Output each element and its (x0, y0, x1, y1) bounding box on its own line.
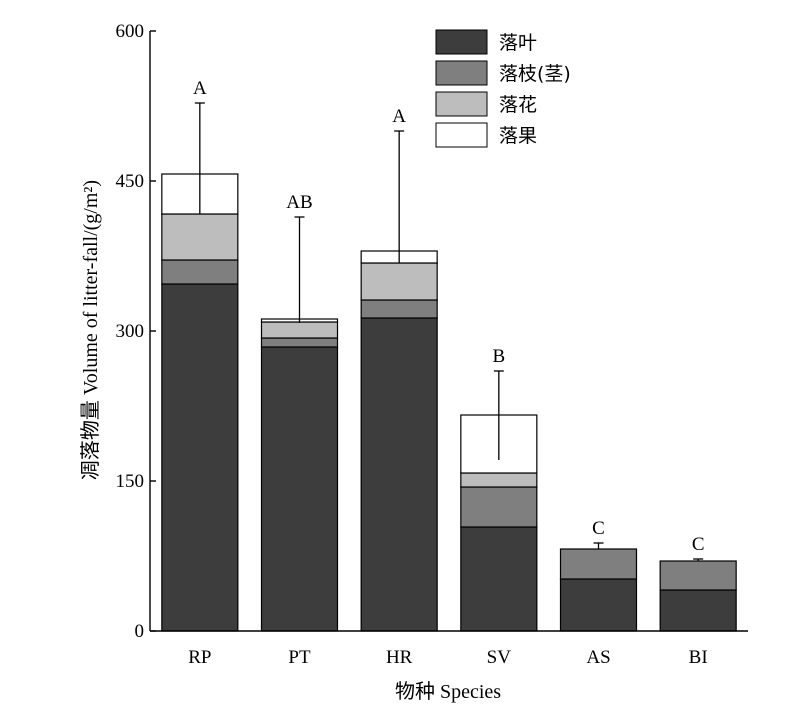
bar-segment-pt-0 (260, 346, 339, 632)
y-tick-label-300: 300 (116, 321, 145, 342)
bar-segment-hr-2 (360, 262, 438, 301)
bar-segment-sv-0 (460, 526, 538, 632)
bar-segment-rp-0 (161, 283, 239, 632)
legend-label-1: 落枝(茎) (499, 63, 571, 85)
y-axis-title: 凋落物量 Volume of litter-fall/(g/m²) (79, 180, 102, 480)
y-tick-label-150: 150 (116, 471, 145, 492)
y-tick-label-450: 450 (116, 171, 145, 192)
bar-segment-as-1 (559, 548, 638, 580)
significance-label-rp: A (193, 78, 207, 99)
x-tick-label-rp: RP (188, 647, 211, 668)
significance-label-pt: AB (286, 192, 312, 213)
significance-label-bi: C (692, 534, 705, 555)
bar-segment-bi-0 (659, 589, 737, 632)
x-tick-label-bi: BI (689, 647, 708, 668)
bar-segment-bi-1 (659, 560, 737, 591)
bar-segment-sv-1 (460, 486, 538, 528)
plot-area: A RP AB PT A HR B SV C AS C BI 0 150 300 450 600 (116, 21, 748, 668)
bar-segment-as-0 (559, 578, 638, 632)
significance-label-sv: B (492, 346, 505, 367)
legend-label-2: 落花 (499, 94, 537, 116)
y-tick-label-0: 0 (135, 621, 145, 642)
legend-label-0: 落叶 (499, 32, 537, 54)
significance-label-as: C (592, 518, 605, 539)
legend-swatch-2 (435, 91, 488, 117)
legend-swatch-1 (435, 60, 488, 86)
legend-swatch-0 (435, 29, 488, 55)
x-tick-label-as: AS (586, 647, 610, 668)
x-tick-label-hr: HR (386, 647, 413, 668)
significance-label-hr: A (392, 106, 406, 127)
bar-segment-pt-2 (260, 321, 339, 339)
y-tick-label-600: 600 (116, 21, 145, 42)
x-tick-label-pt: PT (288, 647, 311, 668)
x-axis-title: 物种 Species (395, 680, 501, 703)
bar-segment-pt-1 (260, 337, 339, 348)
bar-segment-rp-1 (161, 259, 239, 285)
x-tick-label-sv: SV (487, 647, 512, 668)
bar-segment-sv-2 (460, 472, 538, 488)
legend-swatch-3 (435, 122, 488, 148)
legend-label-3: 落果 (499, 125, 537, 147)
bar-segment-rp-2 (161, 213, 239, 261)
bar-segment-hr-1 (360, 299, 438, 319)
bar-segment-hr-0 (360, 317, 438, 632)
